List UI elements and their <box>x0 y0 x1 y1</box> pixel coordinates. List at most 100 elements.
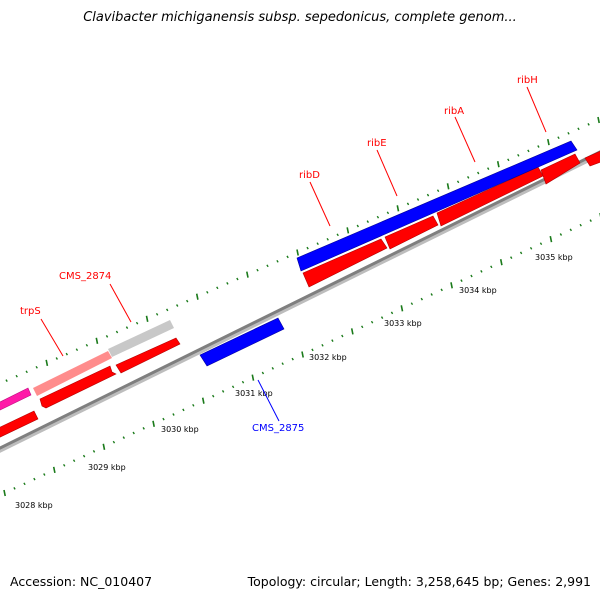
gene-feature-pink[interactable] <box>0 387 32 413</box>
gene-feature-blue[interactable] <box>296 140 578 272</box>
tick-mark <box>92 450 96 453</box>
gene-feature-CMS_2875[interactable] <box>199 317 285 367</box>
gene-feature-red[interactable] <box>39 365 117 409</box>
gene-feature-red[interactable] <box>384 215 439 250</box>
tick-mark <box>251 374 255 381</box>
gene-feature-red[interactable] <box>0 410 39 440</box>
tick-mark <box>206 290 209 294</box>
tick-mark <box>246 271 249 278</box>
tick-mark <box>549 235 553 243</box>
gene-label-ribH[interactable]: ribH <box>517 75 538 86</box>
tick-mark <box>490 265 493 269</box>
tick-mark <box>527 149 530 153</box>
gene-feature-red[interactable] <box>584 146 600 167</box>
tick-mark <box>82 454 86 458</box>
tick-mark <box>276 259 279 263</box>
tick-mark <box>286 255 289 259</box>
tick-mark <box>85 343 89 347</box>
tick-mark <box>115 330 119 334</box>
tick-mark <box>45 359 49 367</box>
gene-feature-red[interactable] <box>540 153 581 185</box>
tick-mark <box>52 466 56 474</box>
tick-mark <box>426 193 430 197</box>
scale-label: 3033 kbp <box>384 319 422 328</box>
gene-feature-red[interactable] <box>115 337 181 374</box>
leader-line-ribA <box>454 116 476 163</box>
tick-mark <box>122 436 126 439</box>
tick-mark <box>547 138 550 146</box>
tick-mark <box>211 394 215 398</box>
leader-line-trpS <box>40 318 64 357</box>
tick-mark <box>396 205 400 212</box>
tick-mark <box>450 282 453 289</box>
gene-feature-red[interactable] <box>302 238 388 288</box>
gene-feature-trpS[interactable] <box>33 351 112 396</box>
tick-mark <box>102 443 106 450</box>
tick-mark <box>3 489 6 497</box>
gene-label-CMS_2875[interactable]: CMS_2875 <box>252 423 304 434</box>
tick-mark <box>597 116 600 124</box>
scale-label: 3031 kbp <box>235 389 273 398</box>
tick-mark <box>360 325 364 329</box>
tick-mark <box>185 299 189 303</box>
tick-mark <box>567 131 570 135</box>
tick-mark <box>221 390 225 393</box>
map-title: Clavibacter michiganensis subsp. sepedon… <box>83 10 517 25</box>
tick-mark <box>256 268 259 272</box>
tick-mark <box>466 176 470 179</box>
tick-mark <box>226 282 229 285</box>
tick-mark <box>366 220 370 223</box>
tick-mark <box>95 337 99 344</box>
tick-mark <box>62 463 66 467</box>
tick-mark <box>15 374 18 378</box>
tick-mark <box>236 277 239 281</box>
tick-mark <box>155 312 159 316</box>
outer-tick-marks <box>5 116 600 382</box>
gene-label-ribD[interactable]: ribD <box>299 170 320 181</box>
gene-label-CMS_2874[interactable]: CMS_2874 <box>59 271 111 282</box>
tick-mark <box>142 427 145 430</box>
tick-mark <box>296 249 299 256</box>
tick-mark <box>306 246 309 250</box>
tick-mark <box>356 224 360 228</box>
gene-feature-CMS_2874[interactable] <box>108 320 174 357</box>
tick-mark <box>577 127 580 131</box>
tick-mark <box>559 233 563 236</box>
tick-mark <box>376 215 380 219</box>
tick-mark <box>165 308 169 312</box>
scale-label: 3029 kbp <box>88 463 126 472</box>
tick-mark <box>75 348 79 352</box>
leader-line-ribE <box>376 149 398 197</box>
gene-label-ribE[interactable]: ribE <box>367 138 387 149</box>
tick-mark <box>231 385 235 389</box>
tick-mark <box>35 365 38 369</box>
tick-mark <box>486 167 490 170</box>
gene-label-trpS[interactable]: trpS <box>20 306 41 317</box>
tick-mark <box>499 259 503 266</box>
tick-mark <box>569 228 573 232</box>
tick-mark <box>587 123 590 126</box>
tick-mark <box>321 343 324 347</box>
tick-mark <box>579 223 582 227</box>
tick-mark <box>390 311 394 315</box>
tick-mark <box>456 180 460 184</box>
tick-mark <box>65 352 69 356</box>
tick-mark <box>23 482 26 486</box>
tick-mark <box>192 403 195 407</box>
gene-label-ribA[interactable]: ribA <box>444 106 464 117</box>
tick-mark <box>55 357 59 360</box>
tick-mark <box>301 351 304 358</box>
tick-mark <box>13 487 16 490</box>
tick-mark <box>507 158 510 162</box>
tick-mark <box>529 246 533 250</box>
tick-mark <box>440 288 443 292</box>
tick-mark <box>480 270 483 273</box>
tick-mark <box>132 431 135 435</box>
tick-mark <box>43 473 46 476</box>
tick-mark <box>539 242 543 246</box>
leader-line-ribD <box>309 181 331 227</box>
tick-mark <box>271 367 275 370</box>
backbone-shadow <box>0 151 600 453</box>
